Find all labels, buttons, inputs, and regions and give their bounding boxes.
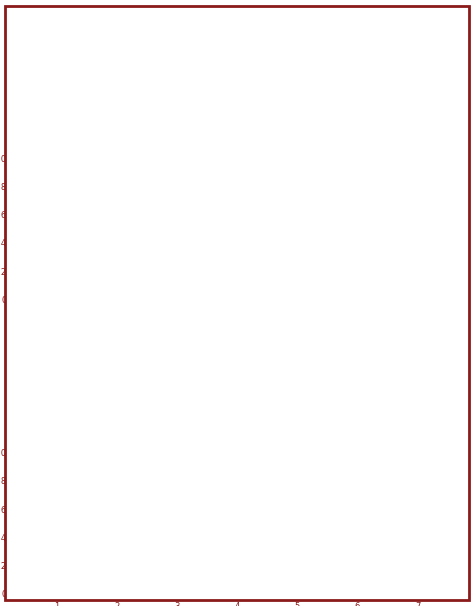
Text: -: -: [392, 68, 394, 77]
Text: +: +: [301, 68, 307, 77]
Text: b: b: [355, 556, 360, 565]
Bar: [401, 285, 434, 299]
Bar: [160, 187, 193, 299]
Bar: [100, 536, 133, 594]
Text: 4: 4: [301, 377, 307, 386]
Text: 4: 4: [301, 82, 307, 92]
Bar: [100, 264, 133, 299]
Text: -: -: [258, 45, 261, 54]
Text: -: -: [169, 68, 172, 77]
Text: -: -: [169, 45, 172, 54]
Text: -: -: [436, 362, 439, 371]
Text: -: -: [213, 22, 216, 32]
Text: Curcumin  –: Curcumin –: [18, 68, 64, 77]
Text: +: +: [301, 45, 307, 54]
Text: -: -: [302, 22, 305, 32]
Text: β-actin: β-actin: [428, 111, 456, 120]
Text: -: -: [213, 340, 216, 348]
Text: 260  bp: 260 bp: [18, 430, 48, 438]
Text: 1: 1: [167, 82, 173, 92]
Text: a: a: [295, 516, 300, 525]
Text: Curcumin  –: Curcumin –: [18, 362, 64, 371]
Text: +: +: [434, 340, 441, 348]
Text: +: +: [256, 68, 263, 77]
Text: β-actin: β-actin: [428, 405, 456, 415]
Text: +: +: [256, 362, 263, 371]
Text: 1: 1: [167, 377, 173, 386]
Text: 43  kDa: 43 kDa: [18, 111, 48, 120]
Text: -: -: [213, 362, 216, 371]
Text: +: +: [345, 45, 352, 54]
Text: -: -: [392, 317, 394, 326]
Text: b: b: [415, 544, 420, 553]
Text: a: a: [295, 236, 300, 245]
Text: 2: 2: [212, 377, 218, 386]
Text: +: +: [345, 22, 352, 32]
Text: -: -: [213, 317, 216, 326]
Text: a: a: [114, 247, 119, 256]
Text: PI3K: PI3K: [438, 135, 456, 144]
Text: +: +: [301, 340, 307, 348]
Text: -: -: [392, 22, 394, 32]
Text: -: -: [169, 317, 172, 326]
Text: +: +: [390, 340, 396, 348]
Bar: [40, 277, 73, 299]
Text: 7: 7: [435, 377, 440, 386]
Bar: [40, 536, 73, 594]
Text: -: -: [169, 22, 172, 32]
Text: 6: 6: [390, 377, 396, 386]
Text: Nrf2 siRNA  –: Nrf2 siRNA –: [18, 317, 69, 326]
Text: 7: 7: [435, 82, 440, 92]
Text: +: +: [434, 45, 441, 54]
Text: -: -: [302, 317, 305, 326]
Bar: [281, 253, 314, 299]
Bar: [341, 571, 374, 594]
Text: b: b: [355, 270, 360, 279]
Text: -: -: [436, 68, 439, 77]
Text: +: +: [301, 362, 307, 371]
Text: -: -: [258, 317, 261, 326]
Text: a: a: [235, 522, 239, 531]
Text: -: -: [213, 45, 216, 54]
Text: -: -: [213, 68, 216, 77]
Text: +: +: [345, 362, 352, 371]
Text: 110  kDa: 110 kDa: [18, 135, 53, 144]
Text: a: a: [114, 519, 119, 528]
Text: 5: 5: [346, 82, 351, 92]
Text: 3: 3: [256, 82, 262, 92]
Text: +: +: [434, 22, 441, 32]
Text: +: +: [345, 340, 352, 348]
Text: 5: 5: [346, 377, 351, 386]
Text: PI3K: PI3K: [438, 430, 456, 438]
Bar: [220, 539, 254, 594]
Text: -: -: [258, 22, 261, 32]
Text: 546  bp: 546 bp: [18, 405, 48, 415]
Text: -: -: [169, 362, 172, 371]
Bar: [341, 285, 374, 299]
Text: 3: 3: [256, 377, 262, 386]
Bar: [220, 236, 254, 299]
Bar: [281, 533, 314, 594]
Text: a: a: [54, 261, 59, 270]
Text: +: +: [345, 317, 352, 326]
Text: Nrf2 siRNA  –: Nrf2 siRNA –: [18, 22, 69, 32]
Text: -: -: [169, 340, 172, 348]
Bar: [160, 477, 193, 594]
Text: +: +: [345, 68, 352, 77]
Text: -: -: [258, 340, 261, 348]
Text: LY294002  –: LY294002 –: [18, 340, 64, 348]
Text: LY294002  –: LY294002 –: [18, 45, 64, 54]
Text: 2: 2: [212, 82, 218, 92]
Text: +: +: [390, 45, 396, 54]
Text: 6: 6: [390, 82, 396, 92]
Bar: [401, 560, 434, 594]
Text: a: a: [54, 520, 59, 529]
Text: a: a: [235, 219, 239, 228]
Text: -: -: [392, 362, 394, 371]
Text: +: +: [434, 317, 441, 326]
Text: b: b: [415, 270, 420, 279]
